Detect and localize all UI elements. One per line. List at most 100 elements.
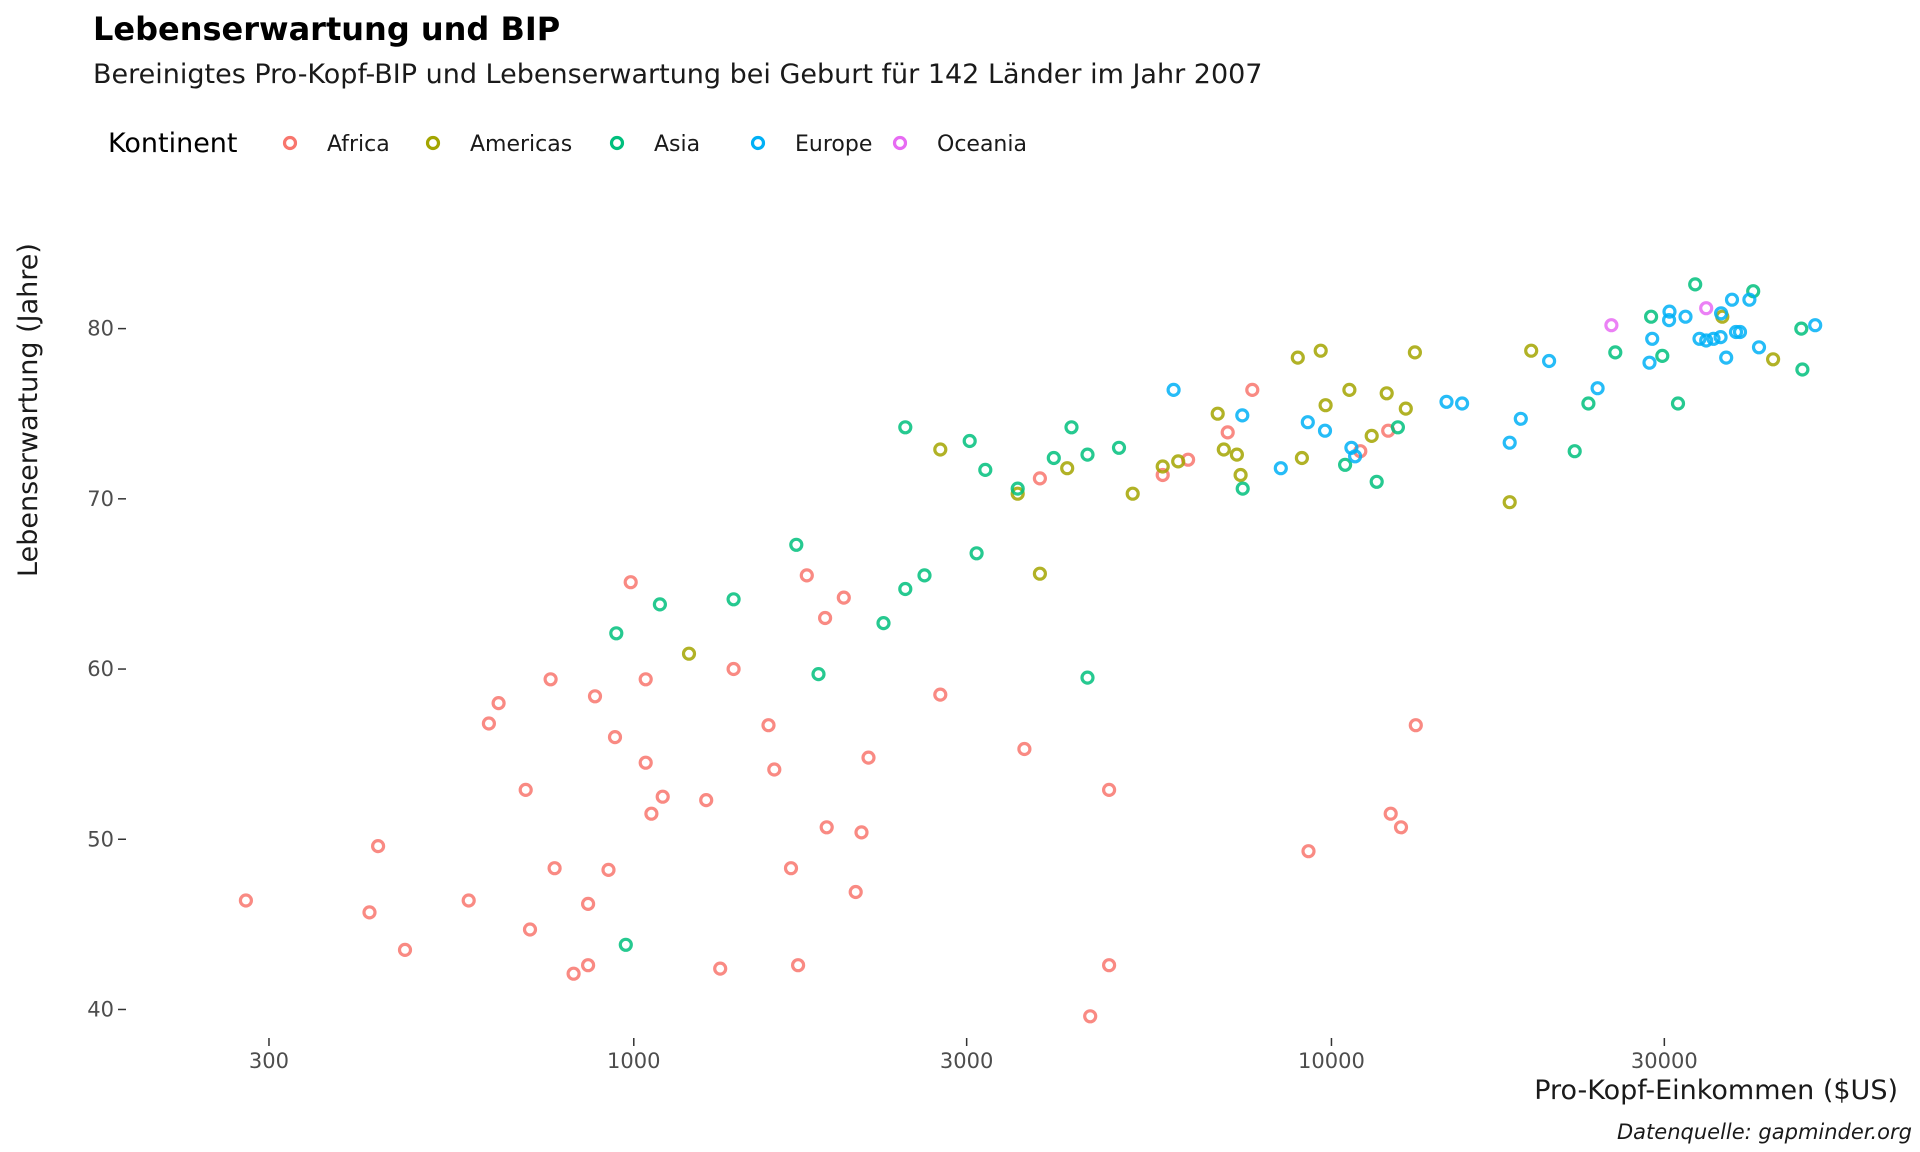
- point-europe: [1732, 324, 1748, 340]
- point-asia: [1010, 481, 1025, 496]
- point-americas: [1364, 428, 1379, 443]
- point-asia: [1235, 481, 1250, 496]
- point-americas: [1060, 461, 1075, 476]
- point-africa: [790, 958, 806, 973]
- point-africa: [1245, 382, 1260, 397]
- point-africa: [580, 896, 596, 912]
- point-europe: [1662, 304, 1677, 319]
- point-europe: [1713, 306, 1729, 321]
- point-oceania: [1604, 318, 1619, 333]
- point-asia: [876, 615, 891, 631]
- point-asia: [1064, 420, 1079, 435]
- point-europe: [1692, 331, 1707, 346]
- point-americas: [1313, 343, 1328, 358]
- y-tick-label: 50: [87, 827, 114, 851]
- x-tick-label: 300: [249, 1049, 289, 1073]
- point-americas: [1171, 454, 1186, 469]
- point-asia: [1337, 457, 1353, 472]
- point-europe: [1590, 381, 1605, 396]
- point-americas: [1294, 450, 1310, 466]
- point-americas: [1398, 401, 1413, 416]
- point-europe: [1235, 408, 1250, 423]
- legend-label-asia: Asia: [654, 132, 700, 157]
- point-africa: [607, 729, 623, 745]
- legend-label-americas: Americas: [470, 132, 572, 157]
- point-americas: [1216, 442, 1231, 457]
- point-africa: [638, 755, 653, 770]
- point-asia: [1080, 670, 1095, 685]
- legend-label-europe: Europe: [795, 132, 872, 157]
- point-africa: [481, 716, 496, 731]
- chart-caption: Datenquelle: gapminder.org: [1617, 1120, 1912, 1144]
- point-africa: [1301, 844, 1316, 859]
- point-europe: [1300, 415, 1315, 430]
- y-axis: 40 50 60 70 80: [87, 317, 126, 1021]
- point-africa: [836, 590, 851, 605]
- point-asia: [917, 568, 932, 583]
- legend-key-oceania: [892, 135, 908, 151]
- point-africa: [655, 789, 670, 804]
- point-europe: [1724, 292, 1740, 307]
- point-europe: [1699, 333, 1714, 348]
- point-asia: [1643, 309, 1659, 324]
- y-axis-label: Lebenserwartung (Jahre): [13, 243, 44, 577]
- point-asia: [1581, 396, 1596, 411]
- legend-key-asia: [609, 135, 625, 151]
- point-asia: [1794, 321, 1809, 336]
- point-asia: [609, 626, 624, 641]
- point-africa: [1017, 741, 1032, 757]
- point-americas: [1318, 398, 1333, 413]
- point-americas: [1342, 382, 1357, 397]
- point-africa: [861, 750, 876, 765]
- point-americas: [1765, 352, 1781, 367]
- point-asia: [1670, 396, 1686, 411]
- point-americas: [1290, 350, 1305, 365]
- point-europe: [1347, 449, 1363, 464]
- point-africa: [761, 718, 776, 733]
- point-asia: [1369, 474, 1384, 489]
- point-africa: [817, 610, 833, 626]
- point-americas: [1125, 486, 1140, 501]
- point-africa: [783, 861, 799, 876]
- point-europe: [1642, 355, 1657, 370]
- point-africa: [726, 661, 741, 677]
- point-europe: [1678, 309, 1693, 324]
- point-asia: [962, 433, 977, 449]
- point-americas: [1155, 459, 1170, 474]
- point-africa: [1101, 782, 1117, 798]
- x-tick-label: 1000: [607, 1049, 660, 1073]
- point-americas: [681, 646, 697, 661]
- point-americas: [1210, 406, 1225, 421]
- point-africa: [580, 958, 596, 973]
- point-africa: [238, 893, 253, 908]
- point-asia: [1567, 444, 1582, 459]
- point-asia: [618, 937, 633, 952]
- point-africa: [933, 687, 948, 702]
- chart-title: Lebenserwartung und BIP: [93, 10, 560, 48]
- point-europe: [1166, 382, 1181, 397]
- point-africa: [518, 782, 533, 798]
- point-asia: [789, 537, 804, 552]
- y-tick-label: 70: [87, 487, 114, 511]
- point-americas: [933, 442, 948, 457]
- point-americas: [1229, 447, 1245, 462]
- point-oceania: [1699, 301, 1714, 316]
- legend-key-africa: [282, 135, 298, 151]
- point-europe: [1645, 331, 1660, 346]
- point-americas: [1524, 343, 1539, 358]
- point-europe: [1713, 330, 1728, 345]
- legend-label-oceania: Oceania: [937, 132, 1027, 157]
- point-asia: [1390, 420, 1406, 435]
- x-tick-label: 30000: [1631, 1049, 1698, 1073]
- legend-key-americas: [425, 135, 441, 151]
- point-europe: [1317, 423, 1333, 438]
- point-africa: [1155, 467, 1170, 483]
- legend-title: Kontinent: [108, 128, 238, 159]
- x-axis: 300 1000 3000 10000 30000: [249, 1038, 1698, 1073]
- point-americas: [1502, 495, 1517, 510]
- point-europe: [1661, 313, 1677, 328]
- point-europe: [1502, 435, 1517, 450]
- point-europe: [1751, 340, 1767, 355]
